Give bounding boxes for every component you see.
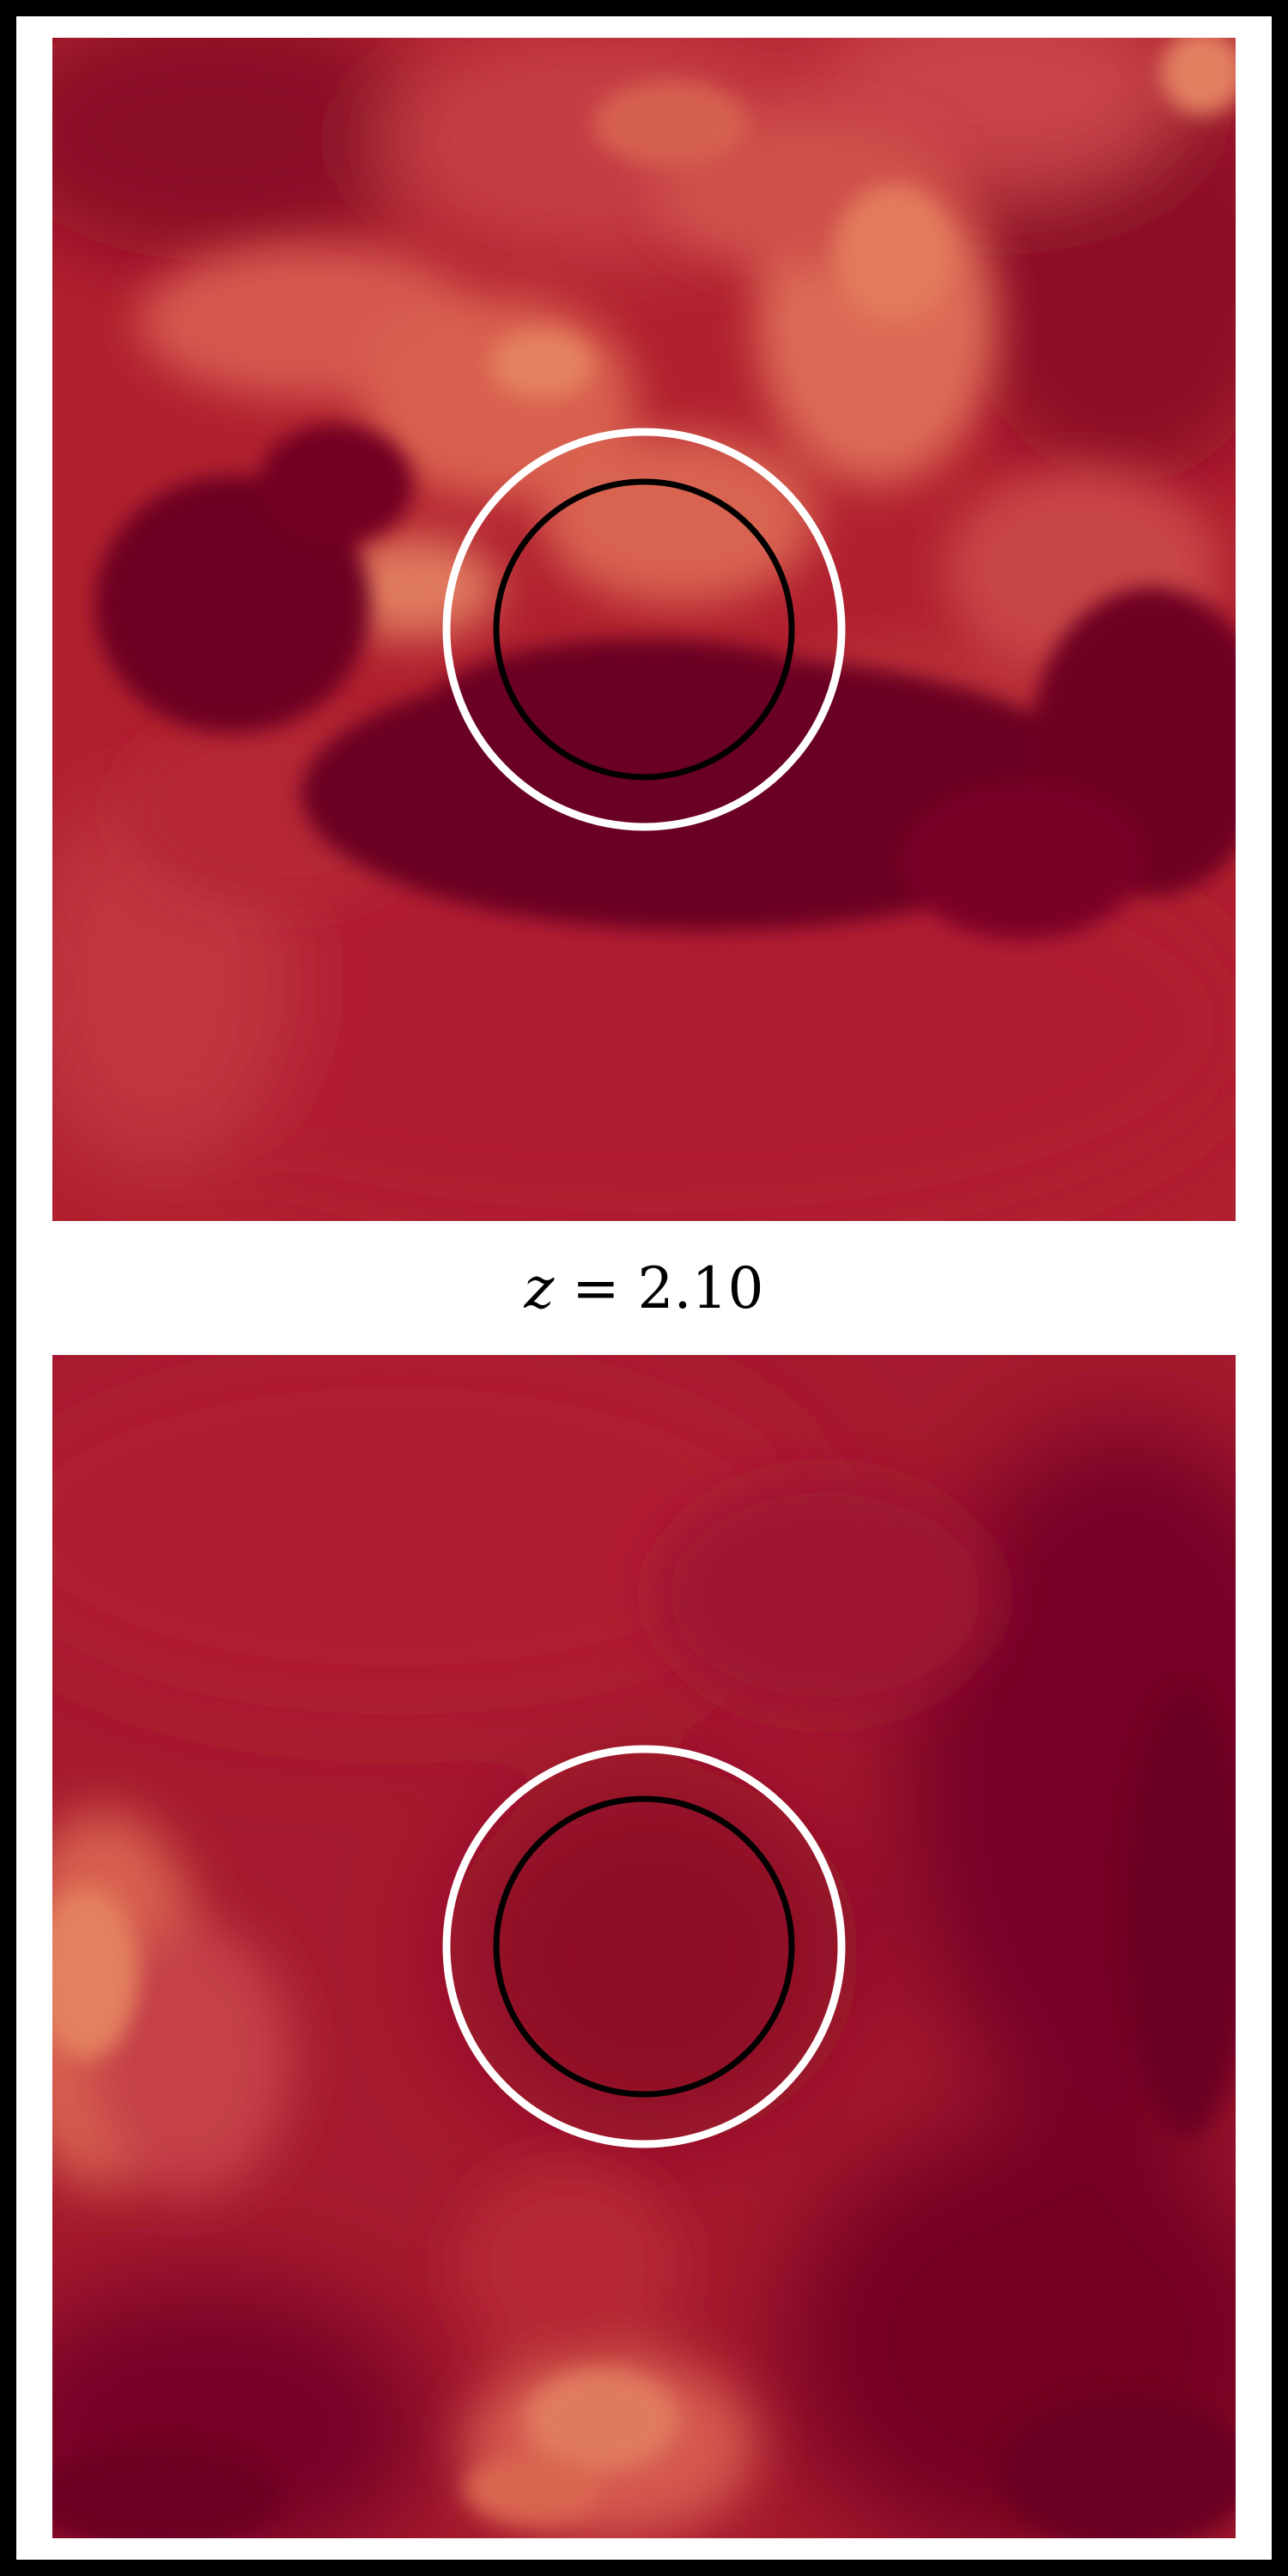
bottom-map bbox=[52, 1355, 1236, 2538]
inner-aperture-ring bbox=[493, 478, 795, 781]
redshift-equals: = bbox=[572, 1255, 620, 1321]
redshift-label: z = 2.10 bbox=[52, 1250, 1236, 1327]
bottom-map-image bbox=[52, 1355, 1236, 2538]
inner-aperture-ring-bottom bbox=[493, 1795, 795, 2098]
outer-aperture-ring bbox=[442, 428, 846, 831]
top-map bbox=[52, 38, 1236, 1221]
top-map-image bbox=[52, 38, 1236, 1221]
redshift-variable: z bbox=[524, 1255, 555, 1321]
outer-aperture-ring-bottom bbox=[442, 1745, 846, 2148]
redshift-value: 2.10 bbox=[637, 1255, 764, 1321]
